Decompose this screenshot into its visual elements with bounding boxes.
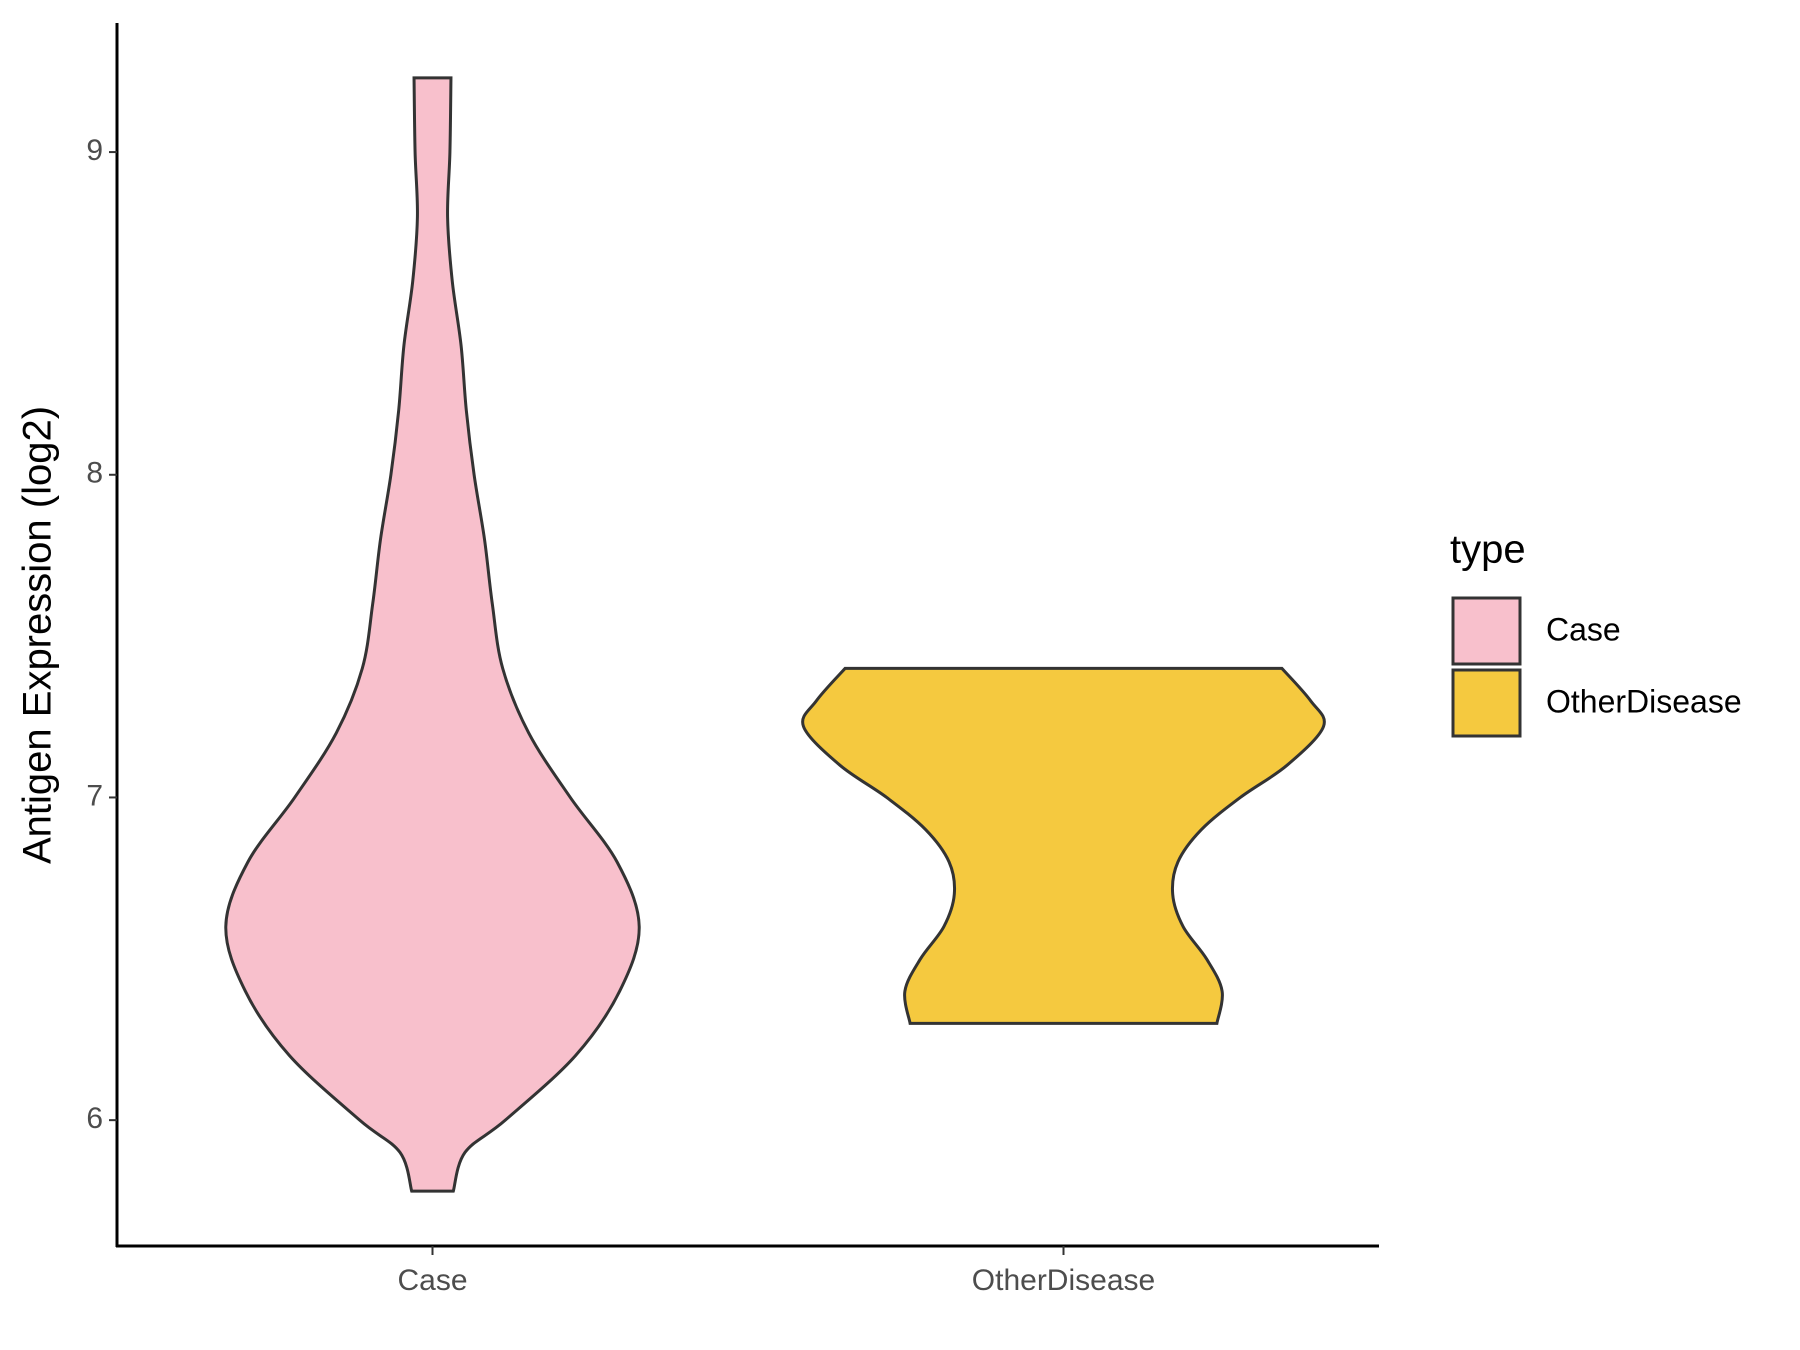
legend-key [1451, 596, 1522, 666]
y-axis-title: Antigen Expression (log2) [16, 406, 60, 864]
y-tick-label: 9 [86, 134, 103, 167]
y-tick-label: 6 [86, 1102, 103, 1135]
legend-key [1451, 668, 1522, 738]
legend-label: OtherDisease [1546, 683, 1742, 719]
violin [224, 76, 641, 1193]
x-tick-label: Case [397, 1264, 467, 1297]
y-tick-label: 7 [86, 779, 103, 812]
y-tick-label: 8 [86, 457, 103, 490]
legend-label: Case [1546, 611, 1621, 647]
violin [801, 666, 1326, 1025]
x-tick-label: OtherDisease [972, 1264, 1155, 1297]
legend-title: type [1450, 528, 1526, 572]
